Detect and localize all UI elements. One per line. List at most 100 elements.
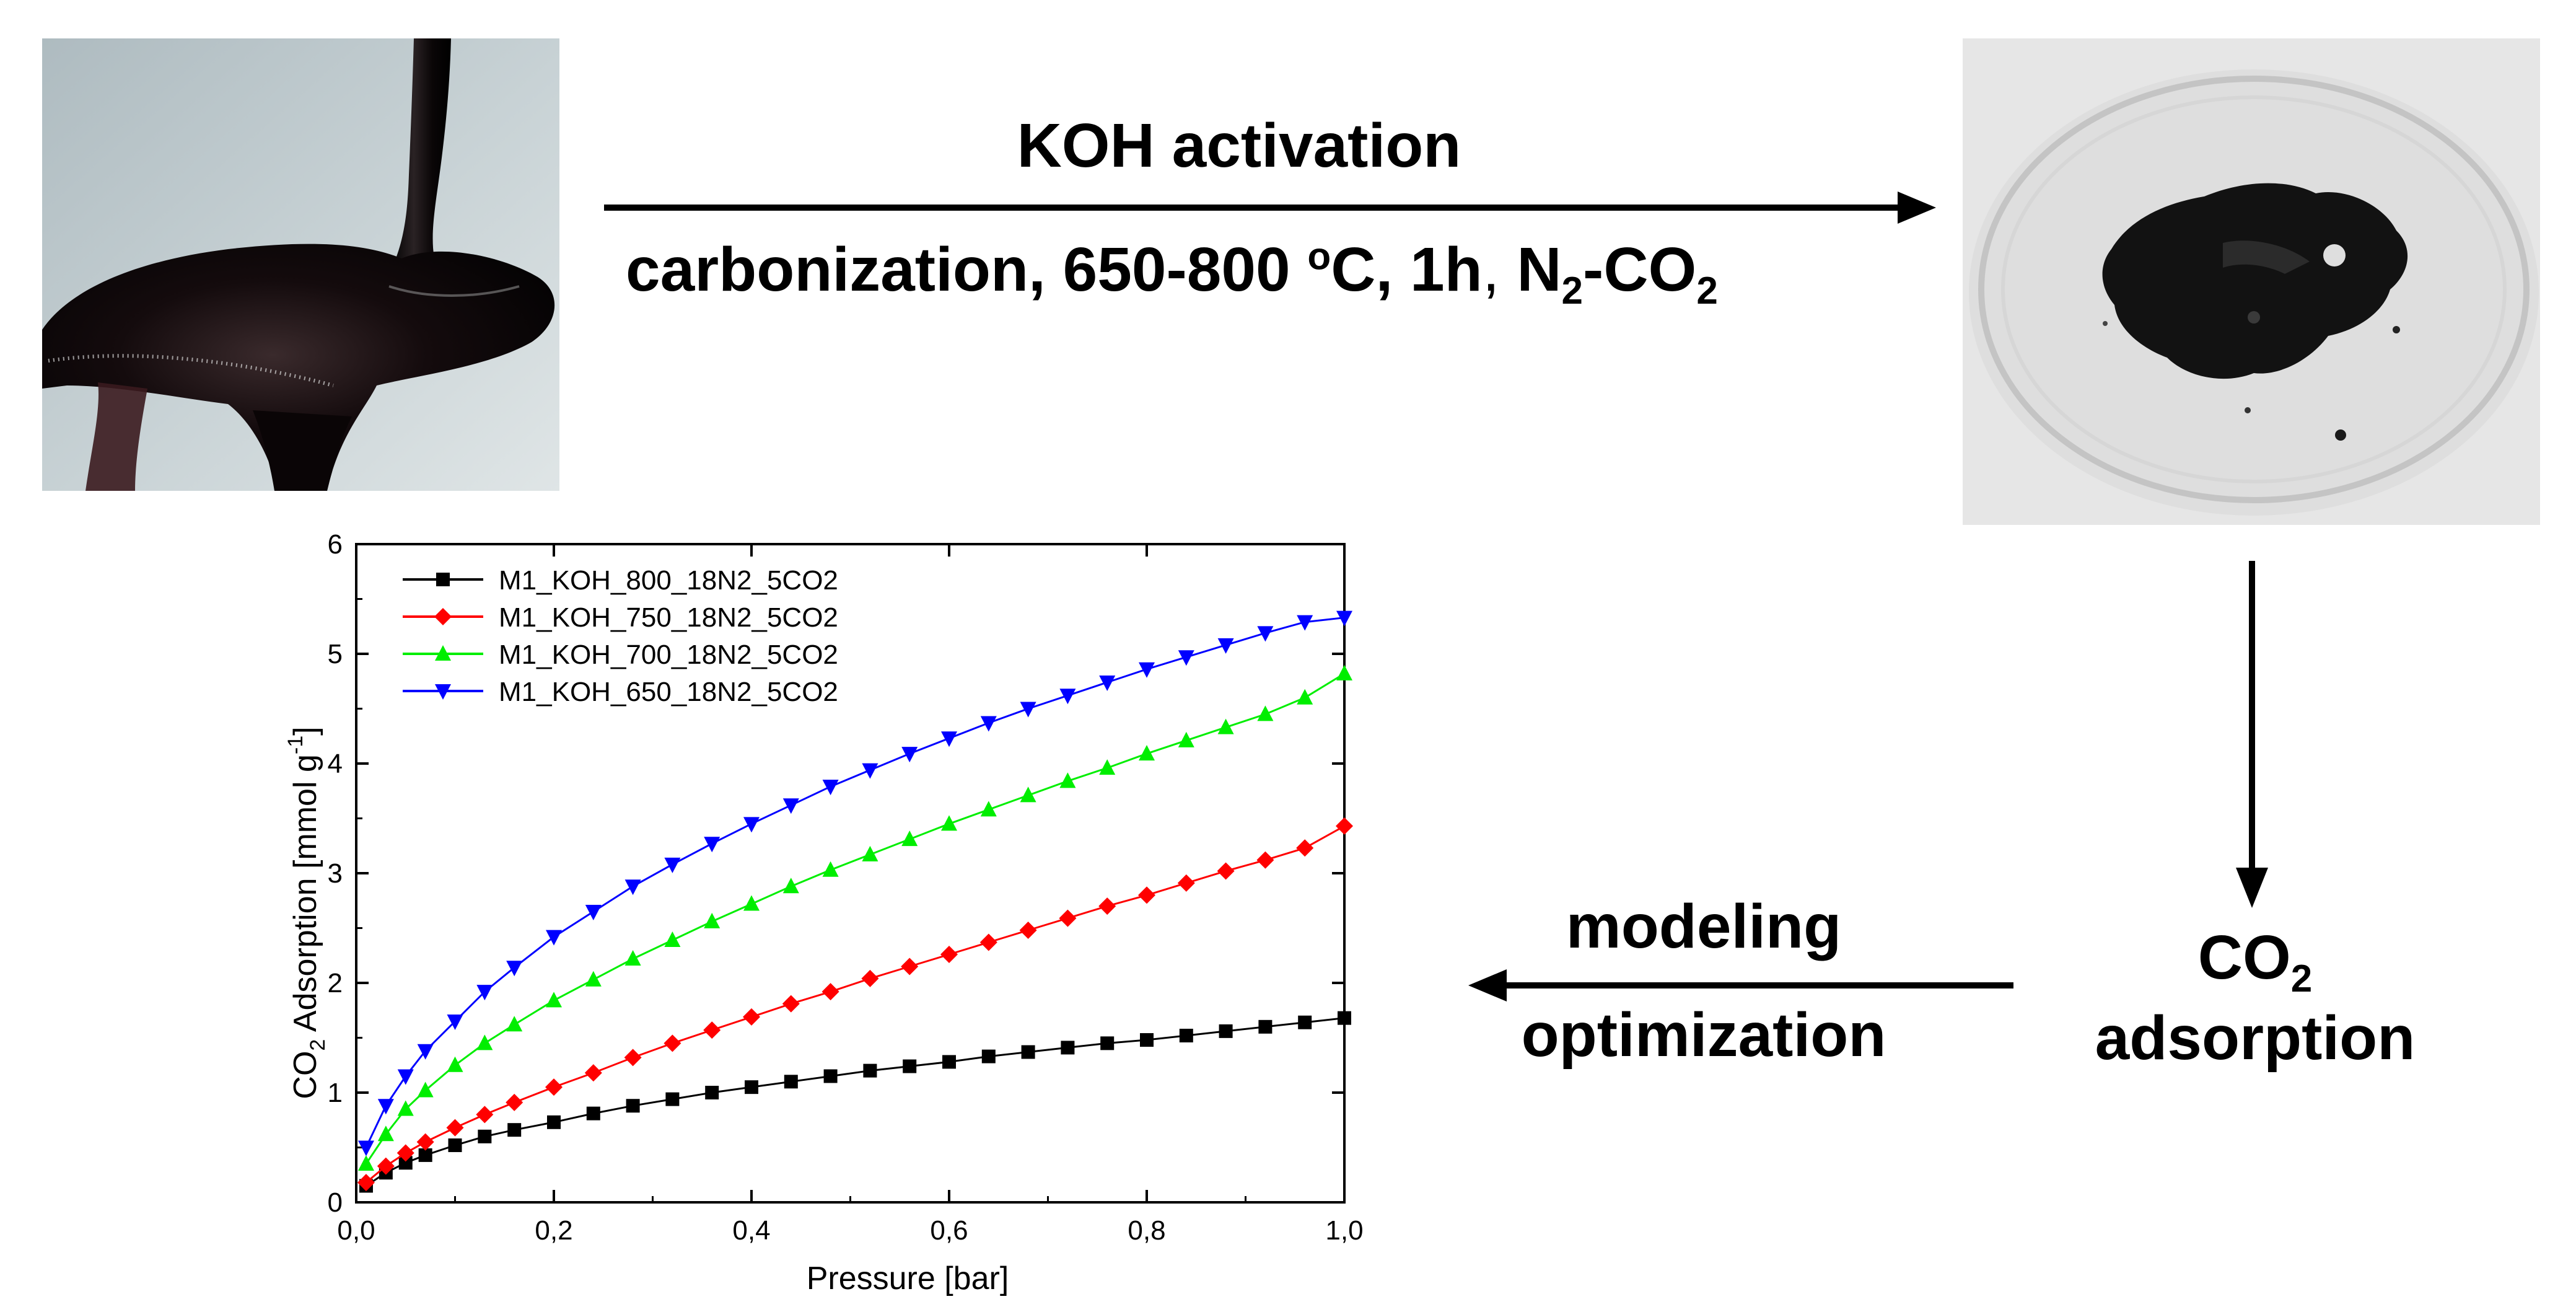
carbonization-conditions-label: carbonization, 650-800 oC, 1h, N2-CO2	[626, 229, 1718, 310]
data-point	[1338, 1011, 1351, 1025]
data-point	[1059, 772, 1076, 788]
process-arrow	[604, 192, 1936, 224]
data-point	[862, 763, 878, 779]
legend-marker	[436, 573, 450, 586]
data-point	[941, 731, 957, 747]
data-point	[980, 801, 997, 817]
data-point	[546, 930, 562, 946]
data-point	[1257, 705, 1274, 721]
data-point	[784, 1075, 798, 1089]
data-point	[940, 945, 958, 963]
data-point	[743, 895, 760, 911]
process-arrow-head	[1898, 192, 1936, 224]
data-point	[545, 1078, 563, 1096]
y-tick-label: 6	[328, 529, 343, 560]
data-point	[585, 904, 602, 920]
y-axis-title-sup: -1	[284, 736, 307, 754]
data-point	[664, 1034, 681, 1052]
data-point	[418, 1148, 432, 1162]
data-point	[448, 1138, 462, 1152]
data-point	[745, 1080, 758, 1094]
data-point	[547, 1115, 561, 1129]
legend-label: M1_KOH_750_18N2_5CO2	[499, 602, 838, 633]
y-axis-title-sub: 2	[306, 1039, 330, 1051]
data-point	[377, 1125, 394, 1142]
data-point	[942, 1055, 956, 1069]
data-point	[1336, 664, 1352, 680]
legend-label: M1_KOH_800_18N2_5CO2	[499, 565, 838, 596]
data-point	[397, 1069, 414, 1085]
data-point	[903, 1059, 917, 1073]
data-point	[476, 1106, 494, 1124]
down-arrow-head	[2236, 868, 2268, 908]
data-point	[1020, 702, 1036, 718]
data-point	[396, 1144, 414, 1162]
data-point	[1059, 689, 1076, 705]
data-point	[476, 985, 493, 1001]
series-M1_KOH_650_18N2_5CO2	[357, 610, 1352, 1156]
data-point	[665, 1092, 680, 1106]
modeling-arrow-head	[1468, 969, 1507, 1002]
data-point	[704, 912, 721, 928]
optimization-label: optimization	[1521, 1000, 1886, 1070]
legend-marker	[435, 645, 451, 661]
data-point	[1100, 1036, 1115, 1050]
data-point	[861, 969, 879, 987]
legend-marker	[435, 684, 451, 700]
data-point	[478, 1129, 492, 1143]
data-point	[506, 961, 523, 977]
data-point	[1296, 839, 1314, 857]
data-point	[377, 1157, 395, 1175]
x-tick-label: 0,2	[535, 1215, 572, 1246]
co2-adsorption-chart: 0,0 0,2 0,4 0,6 0,8 1,0 0 1 2 3 4 5 6 M1_KOH_800_18N…	[284, 529, 1364, 1297]
data-point	[357, 1140, 374, 1156]
data-point	[446, 1119, 464, 1137]
data-point	[624, 1049, 642, 1067]
degree-o: o	[1307, 235, 1331, 278]
x-tick-label: 0,8	[1128, 1215, 1165, 1246]
data-point	[416, 1133, 434, 1151]
data-point	[1298, 1015, 1312, 1029]
x-tick-label: 0,6	[930, 1215, 968, 1246]
y-tick-label: 2	[328, 968, 343, 998]
data-point	[586, 1106, 600, 1120]
data-point	[980, 716, 997, 732]
data-point	[357, 1155, 374, 1171]
data-point	[584, 1064, 602, 1082]
data-point	[1336, 817, 1353, 835]
data-point	[507, 1123, 522, 1137]
y-tick-label: 0	[328, 1187, 343, 1218]
data-point	[1099, 676, 1116, 692]
y-tick-label: 1	[328, 1078, 343, 1108]
carbon-powder-drawing	[1963, 38, 2540, 525]
co2-line: CO2	[2038, 917, 2472, 998]
data-point	[1257, 626, 1274, 642]
carbon-powder-photo	[1963, 38, 2540, 525]
n-text: N	[1499, 235, 1562, 304]
data-point	[1217, 718, 1234, 734]
data-point	[901, 958, 919, 975]
x-tick-label: 1,0	[1325, 1215, 1363, 1246]
data-point	[1217, 862, 1235, 880]
data-point	[1059, 909, 1077, 927]
data-point	[1139, 662, 1155, 678]
data-point	[398, 1156, 413, 1170]
data-point	[1020, 786, 1036, 803]
data-point	[743, 1008, 760, 1026]
data-point	[822, 780, 839, 796]
data-point	[1138, 886, 1155, 904]
data-point	[979, 933, 997, 951]
down-arrow	[2236, 561, 2268, 908]
data-point	[823, 1069, 838, 1083]
data-point	[624, 950, 641, 966]
data-point	[1139, 745, 1155, 761]
carbonization-text: carbonization, 650-800	[626, 235, 1308, 304]
x-axis-title: Pressure [bar]	[807, 1261, 1009, 1297]
co-word: CO	[2197, 923, 2291, 992]
series-M1_KOH_750_18N2_5CO2	[357, 817, 1353, 1192]
x-tick-label: 0,0	[337, 1215, 375, 1246]
data-point	[1219, 1024, 1233, 1038]
y-tick-label: 3	[328, 858, 343, 889]
data-point	[357, 1174, 375, 1192]
data-point	[822, 861, 839, 877]
